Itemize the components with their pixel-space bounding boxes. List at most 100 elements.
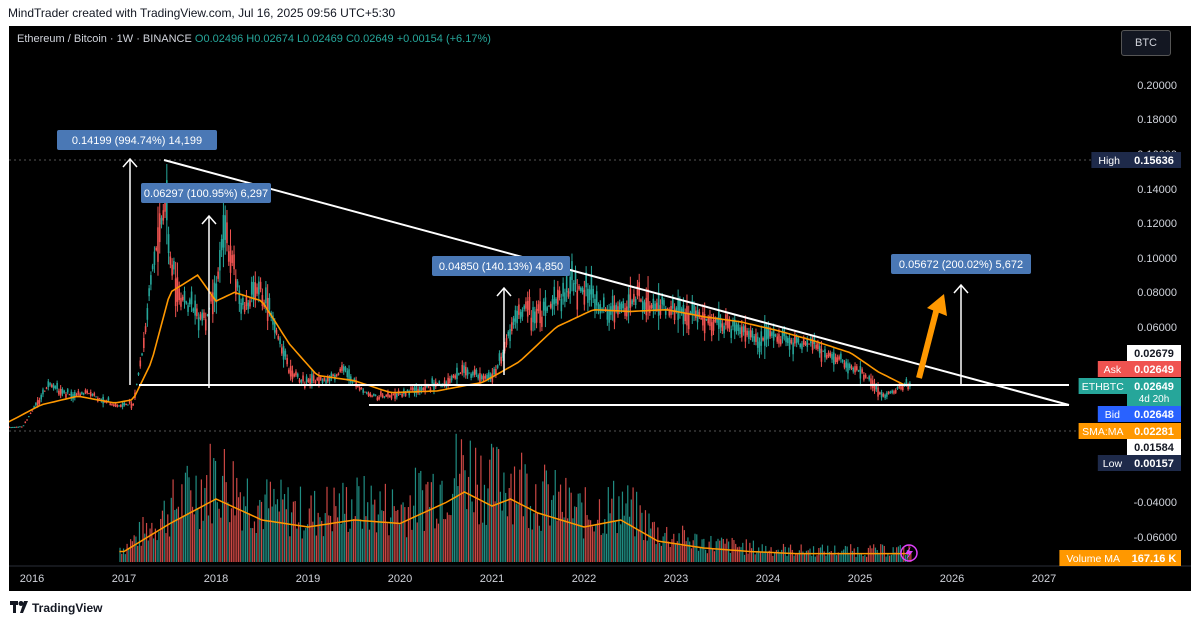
candle-body: [226, 222, 228, 244]
volume-bar: [448, 514, 450, 562]
currency-button[interactable]: BTC: [1121, 30, 1171, 56]
x-tick-label: 2020: [388, 573, 412, 585]
candle-body: [539, 301, 541, 324]
volume-bar: [352, 519, 355, 562]
volume-bar: [818, 548, 820, 562]
volume-bar: [758, 547, 760, 562]
volume-bar: [736, 547, 739, 562]
candle-body: [325, 379, 327, 384]
candle-body: [281, 347, 283, 354]
volume-bar: [825, 555, 827, 562]
volume-bar: [485, 524, 487, 562]
candle-body: [387, 392, 389, 397]
volume-bar: [321, 520, 323, 562]
candle-body: [680, 308, 683, 314]
candle-body: [641, 301, 644, 313]
volume-bar: [759, 551, 762, 562]
volume-bar: [188, 477, 190, 562]
candle-body: [785, 335, 787, 343]
y-tick-label: 0.12000: [1137, 218, 1177, 230]
volume-bar: [498, 449, 500, 562]
candle-body: [219, 250, 221, 271]
candle-body: [765, 327, 768, 340]
candle-body: [838, 356, 840, 360]
measure-arrow-3-head: [496, 286, 512, 297]
candle-body: [19, 426, 21, 428]
candle-body: [741, 326, 743, 338]
price-level-tag: [1059, 550, 1127, 566]
candle-body: [358, 387, 361, 391]
volume-bar: [137, 545, 139, 562]
volume-bar: [706, 553, 708, 562]
candle-body: [480, 375, 483, 380]
volume-bar: [835, 555, 838, 562]
candle-body: [459, 372, 462, 374]
volume-bar: [747, 553, 749, 562]
volume-bar: [243, 496, 245, 562]
candle-body: [893, 391, 895, 394]
candle-body: [679, 300, 681, 312]
candle-body: [305, 376, 308, 383]
candle-body: [645, 297, 648, 316]
candle-body: [192, 308, 195, 312]
candle-body: [661, 296, 663, 305]
volume-bar: [124, 554, 126, 562]
volume-bar: [802, 551, 804, 562]
candle-body: [468, 372, 471, 374]
measure-arrow-2-head: [201, 214, 217, 225]
volume-bar: [609, 513, 611, 562]
price-level-tag: [1097, 455, 1127, 471]
price-level-value: 0.02281: [1134, 426, 1174, 438]
candle-body: [314, 381, 317, 384]
volume-bar: [207, 515, 210, 562]
candle-body: [399, 393, 402, 395]
candle-body: [413, 387, 416, 394]
price-chart[interactable]: 0.14199 (994.74%) 14,199 0.06297 (100.95%…: [9, 26, 1191, 591]
candle-body: [59, 388, 62, 396]
candle-body: [410, 387, 412, 390]
volume-bar: [145, 522, 148, 562]
volume-bar: [728, 541, 730, 562]
candle-body: [595, 291, 598, 306]
candle-body: [49, 382, 51, 386]
candle-body: [818, 345, 821, 354]
price-level-value: 0.02679: [1134, 348, 1174, 360]
volume-bar: [301, 538, 303, 562]
volume-bar: [887, 553, 889, 562]
volume-bar: [910, 552, 912, 562]
volume-bar: [174, 509, 176, 562]
volume-bar: [669, 547, 671, 562]
candle-body: [231, 255, 234, 263]
candle-body: [726, 318, 729, 328]
volume-bar: [522, 516, 524, 562]
y-tick-label: -0.04000: [1134, 497, 1177, 509]
volume-bar: [823, 551, 825, 562]
volume-bar: [482, 522, 484, 562]
candle-body: [733, 319, 736, 332]
volume-bar: [294, 501, 296, 562]
volume-bar: [667, 541, 670, 562]
volume-bar: [536, 512, 539, 562]
volume-bar: [644, 510, 647, 562]
volume-bar: [140, 545, 142, 562]
volume-bar: [604, 519, 606, 562]
candle-body: [518, 304, 520, 315]
chart-area[interactable]: 0.14199 (994.74%) 14,199 0.06297 (100.95%…: [9, 26, 1191, 591]
candle-body: [135, 383, 138, 385]
volume-bar: [292, 501, 294, 562]
candle-body: [128, 400, 131, 404]
volume-bar: [630, 499, 632, 562]
candle-body: [167, 234, 170, 254]
volume-bar: [501, 510, 503, 562]
candle-body: [576, 290, 579, 310]
candle-body: [633, 293, 635, 302]
volume-bar: [616, 533, 618, 562]
volume-bar: [653, 521, 655, 562]
candle-body: [353, 378, 356, 381]
volume-bar: [892, 547, 894, 562]
candle-body: [489, 374, 492, 380]
volume-bar: [641, 512, 643, 562]
volume-bar: [662, 536, 664, 562]
candle-body: [567, 291, 570, 297]
candle-body: [174, 278, 177, 307]
